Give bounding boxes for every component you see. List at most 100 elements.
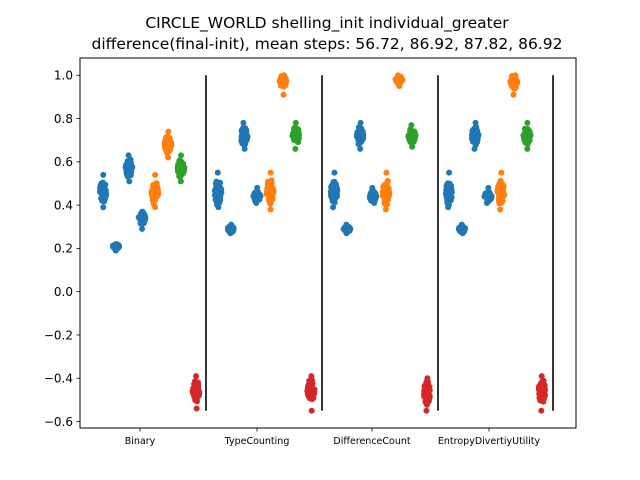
x-axis: Binary TypeCounting DifferenceCount Entropy… bbox=[125, 428, 541, 447]
strip-cluster-blue bbox=[468, 119, 482, 152]
data-point bbox=[512, 72, 519, 79]
data-point bbox=[487, 195, 494, 202]
y-tick-label: 0.6 bbox=[54, 155, 73, 169]
data-point bbox=[445, 195, 452, 201]
data-point bbox=[383, 193, 390, 200]
strip-cluster-blue bbox=[211, 169, 225, 211]
data-point bbox=[381, 200, 388, 207]
data-point bbox=[178, 152, 185, 159]
y-tick-label: −0.6 bbox=[44, 415, 73, 429]
strip-cluster-blue bbox=[135, 208, 149, 232]
strip-cluster-orange bbox=[507, 72, 521, 98]
strip-cluster-orange bbox=[148, 171, 162, 211]
data-point bbox=[214, 180, 221, 187]
data-point bbox=[382, 206, 389, 213]
strip-cluster-blue bbox=[340, 221, 354, 237]
data-point bbox=[329, 189, 336, 196]
data-point bbox=[496, 192, 503, 199]
data-point bbox=[100, 204, 107, 211]
data-point bbox=[295, 138, 302, 145]
data-point bbox=[485, 184, 492, 191]
strip-cluster-red bbox=[189, 373, 203, 412]
y-tick-label: 0.8 bbox=[54, 112, 73, 126]
data-point bbox=[177, 178, 184, 185]
data-point bbox=[421, 387, 428, 394]
data-point bbox=[193, 373, 200, 380]
data-point bbox=[523, 129, 530, 136]
data-point bbox=[407, 136, 414, 143]
data-point bbox=[267, 206, 274, 213]
data-point bbox=[380, 186, 387, 193]
data-point bbox=[103, 191, 110, 198]
strip-cluster-blue bbox=[250, 184, 264, 206]
y-tick-label: −0.2 bbox=[44, 328, 73, 342]
data-point bbox=[512, 79, 519, 86]
data-point bbox=[292, 119, 299, 126]
data-point bbox=[267, 200, 274, 207]
data-point bbox=[229, 223, 236, 230]
data-point bbox=[524, 119, 531, 126]
strip-cluster-green bbox=[520, 119, 534, 152]
data-point bbox=[153, 186, 160, 193]
data-point bbox=[383, 169, 390, 176]
data-point bbox=[344, 227, 351, 234]
data-point bbox=[292, 145, 299, 152]
data-point bbox=[422, 398, 429, 405]
strip-cluster-blue bbox=[442, 169, 455, 211]
data-point bbox=[446, 186, 453, 193]
plot-marks bbox=[96, 72, 548, 414]
strip-cluster-orange bbox=[263, 169, 277, 213]
data-point bbox=[510, 91, 517, 98]
data-point bbox=[152, 171, 159, 178]
data-point bbox=[498, 169, 505, 176]
data-point bbox=[295, 132, 302, 139]
strip-cluster-blue bbox=[96, 171, 110, 211]
data-point bbox=[497, 182, 504, 189]
data-point bbox=[310, 394, 317, 401]
y-tick-label: 0.0 bbox=[54, 285, 73, 299]
data-point bbox=[280, 91, 287, 98]
data-point bbox=[124, 160, 131, 167]
data-point bbox=[263, 188, 270, 195]
strip-cluster-green bbox=[174, 152, 188, 185]
data-point bbox=[538, 407, 545, 414]
strip-cluster-blue bbox=[224, 221, 237, 237]
strip-cluster-blue bbox=[327, 169, 341, 211]
data-point bbox=[498, 199, 505, 206]
strip-cluster-blue bbox=[109, 241, 123, 254]
data-point bbox=[497, 206, 504, 213]
data-point bbox=[126, 178, 133, 185]
data-point bbox=[353, 131, 360, 138]
data-point bbox=[411, 130, 418, 137]
chart-title-line-2: difference(final-init), mean steps: 56.7… bbox=[92, 35, 563, 53]
data-point bbox=[331, 169, 338, 176]
data-point bbox=[152, 197, 159, 204]
data-point bbox=[191, 393, 198, 400]
data-point bbox=[165, 154, 172, 161]
data-point bbox=[195, 388, 202, 395]
data-point bbox=[241, 145, 248, 152]
data-point bbox=[193, 405, 200, 412]
plot-frame bbox=[79, 57, 577, 429]
strip-cluster-blue bbox=[122, 152, 136, 185]
data-point bbox=[125, 171, 132, 178]
y-tick-label: 1.0 bbox=[54, 69, 73, 83]
data-point bbox=[101, 196, 108, 203]
data-point bbox=[211, 192, 218, 199]
data-point bbox=[240, 141, 247, 148]
strip-cluster-orange bbox=[161, 128, 175, 161]
x-tick-label: EntropyDivertiyUtility bbox=[438, 436, 541, 447]
strip-cluster-blue bbox=[366, 184, 380, 206]
y-axis: −0.6 −0.4 −0.2 0.0 0.2 0.4 0.6 0.8 1.0 bbox=[44, 69, 80, 429]
strip-cluster-blue bbox=[353, 119, 367, 152]
data-point bbox=[472, 142, 479, 149]
data-point bbox=[252, 198, 259, 205]
data-point bbox=[148, 190, 155, 197]
data-point bbox=[423, 382, 430, 389]
data-point bbox=[311, 390, 318, 397]
data-point bbox=[538, 373, 545, 380]
data-point bbox=[330, 204, 337, 211]
data-point bbox=[127, 166, 134, 173]
strip-cluster-red bbox=[535, 373, 548, 414]
